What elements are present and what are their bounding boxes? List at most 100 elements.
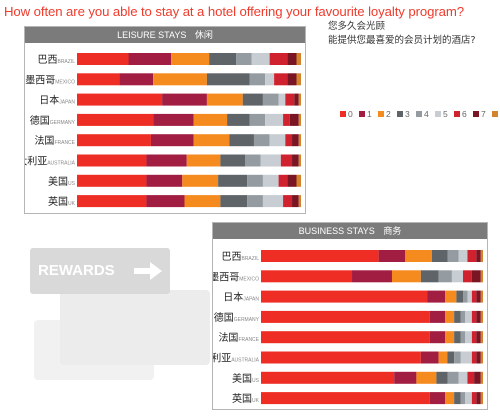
rewards-label: REWARDS xyxy=(38,262,115,279)
bar-segment xyxy=(460,392,466,405)
bar-segment xyxy=(260,154,281,167)
legend-swatch xyxy=(378,111,384,117)
bar-segment xyxy=(128,53,172,65)
leisure-stays-chart: 巴西BRAZIL 墨西哥MEXICO 日本JAPAN 德国GERMANY 法国FRANC… xyxy=(25,53,301,208)
category-label: 法国FRANCE xyxy=(218,331,259,344)
bar-segment xyxy=(405,250,432,262)
bar-segment xyxy=(247,195,263,208)
bar-segment xyxy=(476,331,481,344)
bar-segment xyxy=(283,113,290,126)
bar-segment xyxy=(480,351,483,364)
bar-segment xyxy=(292,134,299,147)
bar-segment xyxy=(438,351,448,364)
bar-segment xyxy=(458,371,468,384)
bar-segment xyxy=(456,290,464,303)
bar-segment xyxy=(193,134,230,147)
page-title: How often are you able to stay at a hote… xyxy=(4,4,464,19)
category-label: 墨西哥MEXICO xyxy=(25,74,75,86)
legend-item: 0 xyxy=(340,109,359,119)
bar-segment xyxy=(420,270,439,283)
bar-segment xyxy=(77,154,147,167)
bar-segment xyxy=(253,134,270,147)
legend-label: 3 xyxy=(405,109,410,119)
bar-segment xyxy=(269,134,286,147)
bar-segment xyxy=(454,351,461,364)
bar-segment xyxy=(447,371,459,384)
bar-segment xyxy=(471,392,477,405)
business-stays-panel: BUSINESS STAYS 商务 巴西BRAZIL 墨西哥MEXICO 日本JAP… xyxy=(212,222,488,410)
bar-segment xyxy=(278,174,288,187)
bar-segment xyxy=(471,270,481,283)
bar-segment xyxy=(429,310,446,323)
bar-segment xyxy=(265,73,275,86)
bar-segment xyxy=(431,250,448,262)
bar-segment xyxy=(352,270,392,283)
bar-segment xyxy=(77,73,120,86)
bar-segment xyxy=(269,53,288,65)
chart-legend: 0 1 2 3 4 5 6 78 xyxy=(340,109,500,119)
category-label: 澳大利亚AUSTRALIA xyxy=(213,352,260,365)
bar-segment xyxy=(218,174,248,187)
bar-segment xyxy=(429,331,446,344)
category-label: 日本JAPAN xyxy=(223,291,259,304)
question-chinese-line-2: 能提供您最喜爱的会员计划的酒店? xyxy=(328,35,476,46)
bar-segment xyxy=(146,174,183,187)
bar-segment xyxy=(471,351,477,364)
bar-segment xyxy=(162,93,207,106)
bar-segment xyxy=(285,134,293,147)
bar-segment xyxy=(278,93,286,106)
category-label: 英国UK xyxy=(48,195,76,208)
bar-segment xyxy=(289,113,299,126)
bar-segment xyxy=(394,371,417,384)
leisure-stays-title-cn: 休闲 xyxy=(194,30,213,40)
bar-segment xyxy=(463,270,472,283)
bar-segment xyxy=(292,154,299,167)
bar-segment xyxy=(474,371,481,384)
bar-segment xyxy=(476,351,481,364)
legend-item: 7 xyxy=(473,109,492,119)
leisure-stays-header: LEISURE STAYS 休闲 xyxy=(25,27,305,43)
leisure-stays-title: LEISURE STAYS xyxy=(117,30,187,40)
bar-segment xyxy=(476,310,481,323)
legend-item: 5 xyxy=(435,109,454,119)
bar-segment xyxy=(287,53,297,65)
bar-segment xyxy=(391,270,421,283)
bar-segment xyxy=(77,174,147,187)
bar-segment xyxy=(480,270,483,283)
bar-segment xyxy=(261,310,430,323)
bar-segment xyxy=(249,73,266,86)
legend-label: 6 xyxy=(462,109,467,119)
bar-segment xyxy=(454,392,461,405)
bar-segment xyxy=(247,174,263,187)
bar-segment xyxy=(274,73,288,86)
bar-segment xyxy=(294,93,299,106)
bar-segment xyxy=(182,174,219,187)
bar-segment xyxy=(245,154,261,167)
category-label: 美国US xyxy=(232,372,260,385)
category-label: 巴西BRAZIL xyxy=(37,54,75,66)
bar-segment xyxy=(445,290,457,303)
bar-segment xyxy=(451,270,464,283)
bar-segment xyxy=(77,113,154,126)
bar-segment xyxy=(206,73,250,86)
bar-segment xyxy=(465,331,472,344)
bar-segment xyxy=(458,250,468,262)
bar-segment xyxy=(262,93,279,106)
loyalty-card-graphic xyxy=(60,290,210,365)
bar-segment xyxy=(206,93,243,106)
bar-segment xyxy=(77,134,151,147)
bar-segment xyxy=(296,174,301,187)
bar-segment xyxy=(471,331,477,344)
bar-segment xyxy=(236,53,252,65)
bar-segment xyxy=(445,392,455,405)
bar-segment xyxy=(77,195,147,208)
bar-segment xyxy=(146,154,187,167)
category-label: 澳大利亚AUSTRALIA xyxy=(25,155,76,168)
bar-segment xyxy=(262,195,284,208)
bar-segment xyxy=(184,195,221,208)
bar-segment xyxy=(220,154,245,167)
bar-segment xyxy=(465,392,472,405)
bar-segment xyxy=(150,134,194,147)
bar-segment xyxy=(261,371,395,384)
bar-segment xyxy=(193,113,228,126)
